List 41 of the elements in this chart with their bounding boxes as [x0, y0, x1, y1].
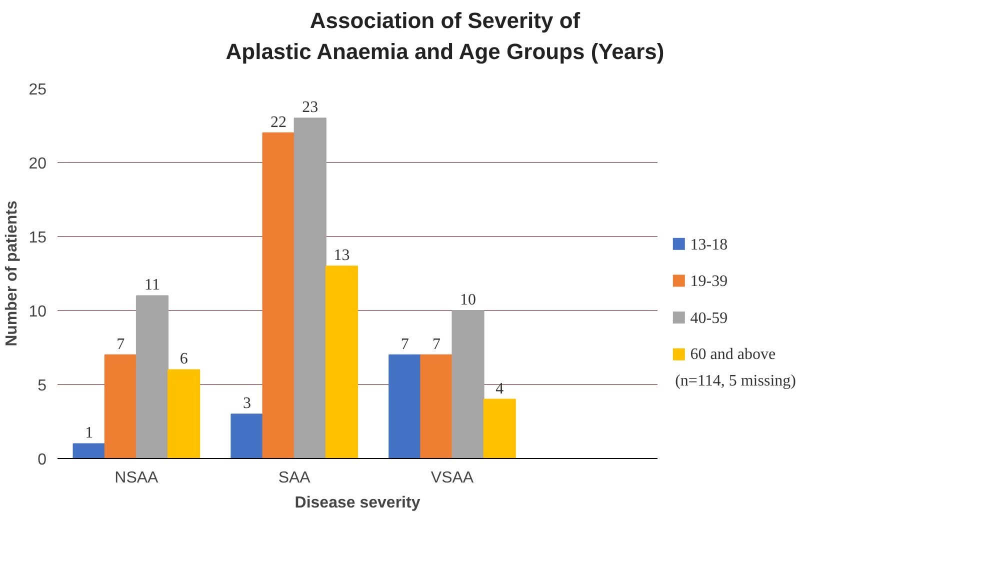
data-label: 1 [85, 424, 94, 442]
data-label: 7 [400, 336, 409, 353]
data-label: 4 [496, 380, 504, 398]
data-label: 22 [270, 114, 287, 131]
bar [262, 132, 295, 458]
bar [136, 295, 169, 458]
data-label: 10 [460, 291, 476, 308]
x-axis-title: Disease severity [294, 494, 420, 512]
data-label: 6 [180, 350, 188, 368]
legend-label: 60 and above [690, 346, 776, 363]
x-tick-label: VSAA [430, 469, 474, 486]
x-tick-label: NSAA [114, 469, 159, 486]
y-tick-label: 5 [38, 377, 47, 394]
bar [168, 369, 200, 458]
bar [230, 413, 264, 458]
data-label: 23 [302, 98, 318, 116]
bar [104, 354, 137, 458]
legend-label: 40-59 [690, 310, 728, 327]
y-tick-label: 15 [28, 229, 47, 246]
bar [483, 398, 516, 458]
bar [452, 310, 484, 458]
bar [420, 354, 453, 458]
bar [388, 354, 422, 458]
data-label: 3 [242, 394, 251, 412]
data-label: 7 [116, 336, 125, 353]
x-tick-label: SAA [278, 469, 311, 486]
chart-title: Association of Severity of Aplastic Anaemia and Age Groups (Years) [226, 7, 664, 66]
y-tick-label: 25 [28, 81, 47, 98]
data-label: 7 [432, 336, 440, 353]
y-tick-label: 0 [38, 451, 47, 468]
y-tick-label: 10 [28, 303, 47, 320]
bar [294, 117, 326, 458]
bar [325, 265, 358, 458]
data-label: 11 [144, 276, 160, 294]
text: (n=114, 5 missing) [675, 372, 796, 390]
legend-label: 19-39 [690, 273, 728, 290]
bar [72, 443, 106, 458]
y-tick-label: 20 [28, 155, 47, 172]
data-label: 13 [334, 246, 350, 264]
y-axis-title: Number of patients [4, 200, 21, 346]
legend-label: 13-18 [690, 236, 728, 254]
